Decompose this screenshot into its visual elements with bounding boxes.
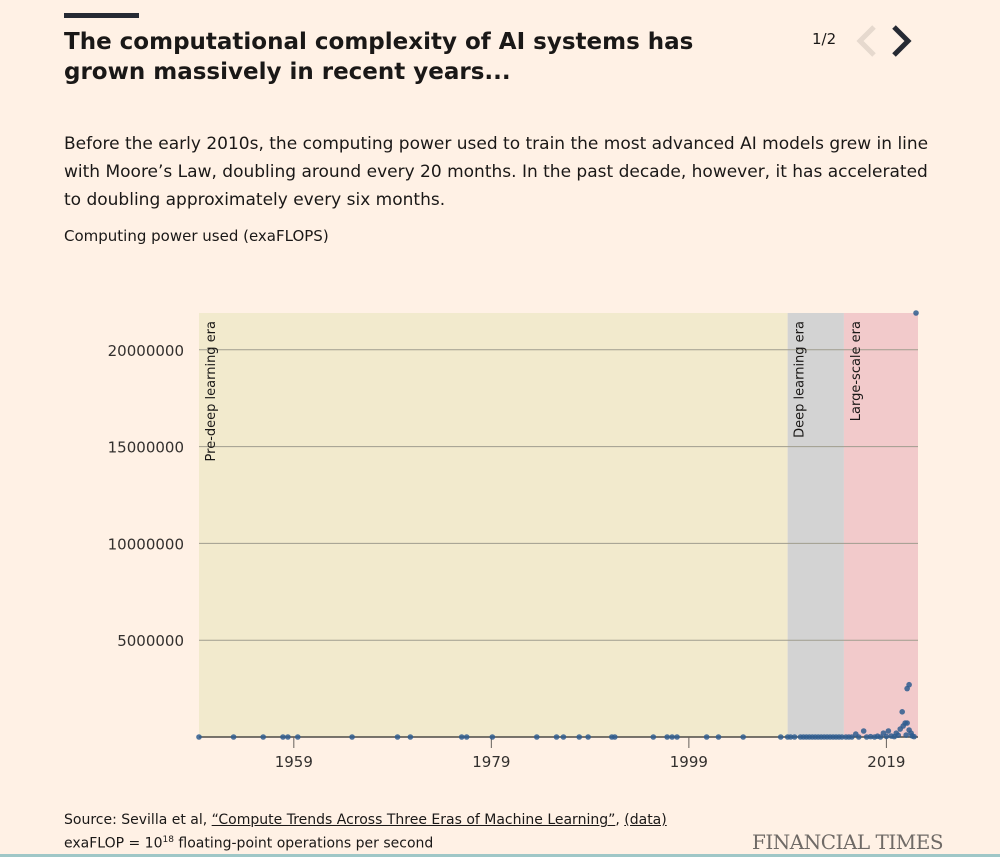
era-label: Pre-deep learning era [204, 321, 219, 461]
data-point [877, 734, 884, 740]
data-point [674, 734, 680, 740]
note-suffix: floating-point operations per second [173, 835, 434, 852]
data-point [650, 734, 657, 740]
chevron-left-icon [856, 25, 876, 57]
data-point [885, 728, 892, 734]
data-point [911, 733, 917, 740]
data-point [839, 734, 845, 740]
data-point [349, 734, 355, 740]
data-point [669, 734, 675, 740]
header-rule [64, 13, 139, 18]
data-point [787, 734, 794, 740]
y-tick-label: 5000000 [117, 632, 184, 650]
data-point [860, 728, 867, 734]
data-point [458, 734, 465, 740]
data-point [553, 734, 560, 740]
data-point [230, 734, 237, 740]
data-point [280, 734, 286, 740]
data-point [560, 734, 567, 740]
data-point [883, 733, 890, 740]
data-point [394, 734, 401, 740]
data-point [703, 734, 710, 740]
page-indicator: 1/2 [812, 30, 837, 48]
data-point [895, 732, 902, 739]
data-point [913, 310, 919, 316]
note-prefix: exaFLOP = 10 [64, 835, 163, 852]
data-point [899, 709, 905, 715]
data-point [585, 734, 591, 740]
y-tick-label: 10000000 [108, 535, 184, 553]
x-tick-label: 2019 [867, 753, 905, 771]
data-point [611, 734, 618, 740]
data-point [407, 734, 414, 740]
source-prefix: Source: Sevilla et al, [64, 812, 212, 828]
next-button[interactable] [888, 22, 918, 60]
x-tick-label: 1999 [670, 753, 708, 771]
data-link[interactable]: (data) [624, 812, 667, 828]
source-line: Source: Sevilla et al, “Compute Trends A… [64, 812, 667, 828]
data-point [294, 734, 301, 740]
x-tick-label: 1959 [275, 753, 313, 771]
y-tick-label: 20000000 [108, 342, 184, 360]
description: Before the early 2010s, the computing po… [64, 134, 929, 210]
prev-button[interactable] [852, 22, 882, 60]
data-point [855, 734, 862, 740]
source-comma: , [615, 812, 620, 828]
note-exponent: 18 [162, 835, 174, 845]
data-point [489, 734, 496, 740]
data-point [791, 734, 798, 740]
era-band [199, 313, 788, 737]
era-label: Deep learning era [793, 321, 808, 438]
x-tick-label: 1979 [472, 753, 510, 771]
data-point [903, 732, 909, 738]
data-point [904, 720, 910, 726]
y-axis-label: Computing power used (exaFLOPS) [64, 227, 329, 245]
data-point [777, 734, 784, 740]
data-point [740, 734, 746, 740]
bottom-rule [0, 854, 1000, 857]
data-point [849, 734, 855, 740]
data-point [196, 734, 202, 740]
era-band [787, 313, 844, 737]
data-point [260, 734, 266, 740]
data-point [664, 734, 670, 740]
unit-note: exaFLOP = 1018 floating-point operations… [64, 835, 433, 852]
data-point [576, 734, 583, 740]
scatter-chart: 5000000 10000000 15000000 20000000 Pre-deep … [108, 310, 919, 771]
data-point [715, 734, 722, 740]
source-link[interactable]: “Compute Trends Across Three Eras of Mac… [211, 812, 616, 828]
ft-logo: FINANCIAL TIMES [752, 830, 944, 854]
data-point [285, 734, 291, 740]
data-point [906, 681, 912, 688]
era-label: Large-scale era [849, 321, 864, 421]
era-band [843, 313, 918, 737]
data-point [463, 734, 470, 740]
chevron-right-icon [892, 25, 912, 57]
y-tick-label: 15000000 [108, 439, 184, 457]
page-title: The computational complexity of AI syste… [64, 29, 694, 85]
data-point [533, 734, 540, 740]
